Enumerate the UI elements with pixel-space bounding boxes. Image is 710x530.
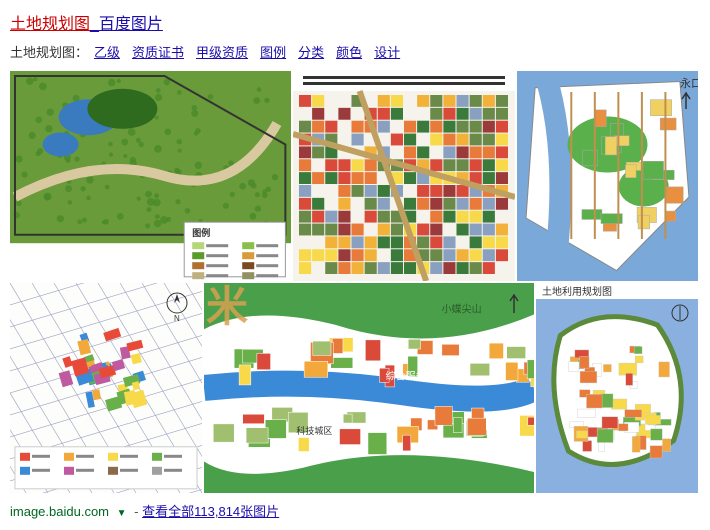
filter-link[interactable]: 颜色 bbox=[336, 45, 362, 60]
svg-text:小蝶尖山: 小蝶尖山 bbox=[442, 302, 482, 315]
image-thumbnail[interactable]: 土地利用规划图 bbox=[536, 283, 698, 493]
image-thumbnail[interactable]: 图例 bbox=[10, 71, 291, 281]
filter-link[interactable]: 甲级资质 bbox=[196, 45, 248, 60]
svg-text:永口: 永口 bbox=[680, 76, 698, 90]
filter-bar: 土地规划图： 乙级资质证书甲级资质图例分类颜色设计 bbox=[10, 42, 700, 61]
footer-separator: - bbox=[134, 504, 142, 519]
svg-text:综合服务区: 综合服务区 bbox=[386, 370, 436, 383]
svg-text:米: 米 bbox=[206, 283, 248, 330]
view-all-link[interactable]: 查看全部113,814张图片 bbox=[142, 504, 279, 519]
svg-text:科技城区: 科技城区 bbox=[296, 425, 332, 436]
dropdown-caret-icon[interactable]: ▼ bbox=[113, 508, 131, 519]
filter-link[interactable]: 图例 bbox=[260, 45, 286, 60]
image-thumbnail[interactable]: 小蝶尖山综合服务区科技城区 米 bbox=[204, 283, 534, 493]
filter-link[interactable]: 设计 bbox=[374, 45, 400, 60]
image-grid: 图例 永口 N 小蝶尖山综合服务区科技城区 米 土地利用规划图 bbox=[10, 71, 700, 493]
source-url: image.baidu.com bbox=[10, 504, 109, 519]
image-thumbnail[interactable]: N bbox=[10, 283, 202, 493]
svg-text:N: N bbox=[174, 314, 180, 323]
result-title: 土地规划图_百度图片 bbox=[10, 10, 700, 34]
svg-text:图例: 图例 bbox=[192, 227, 210, 238]
filter-link[interactable]: 乙级 bbox=[94, 45, 120, 60]
title-main-link[interactable]: 土地规划图 bbox=[10, 16, 90, 33]
filter-link[interactable]: 资质证书 bbox=[132, 45, 184, 60]
result-footer: image.baidu.com ▼ - 查看全部113,814张图片 bbox=[10, 501, 700, 520]
image-thumbnail[interactable]: 永口 bbox=[517, 71, 698, 281]
filter-prefix: 土地规划图： bbox=[10, 45, 88, 60]
title-separator: _ bbox=[90, 16, 99, 33]
filter-link[interactable]: 分类 bbox=[298, 45, 324, 60]
svg-text:土地利用规划图: 土地利用规划图 bbox=[542, 285, 612, 298]
image-thumbnail[interactable] bbox=[293, 71, 515, 281]
title-source-link[interactable]: 百度图片 bbox=[99, 16, 163, 33]
